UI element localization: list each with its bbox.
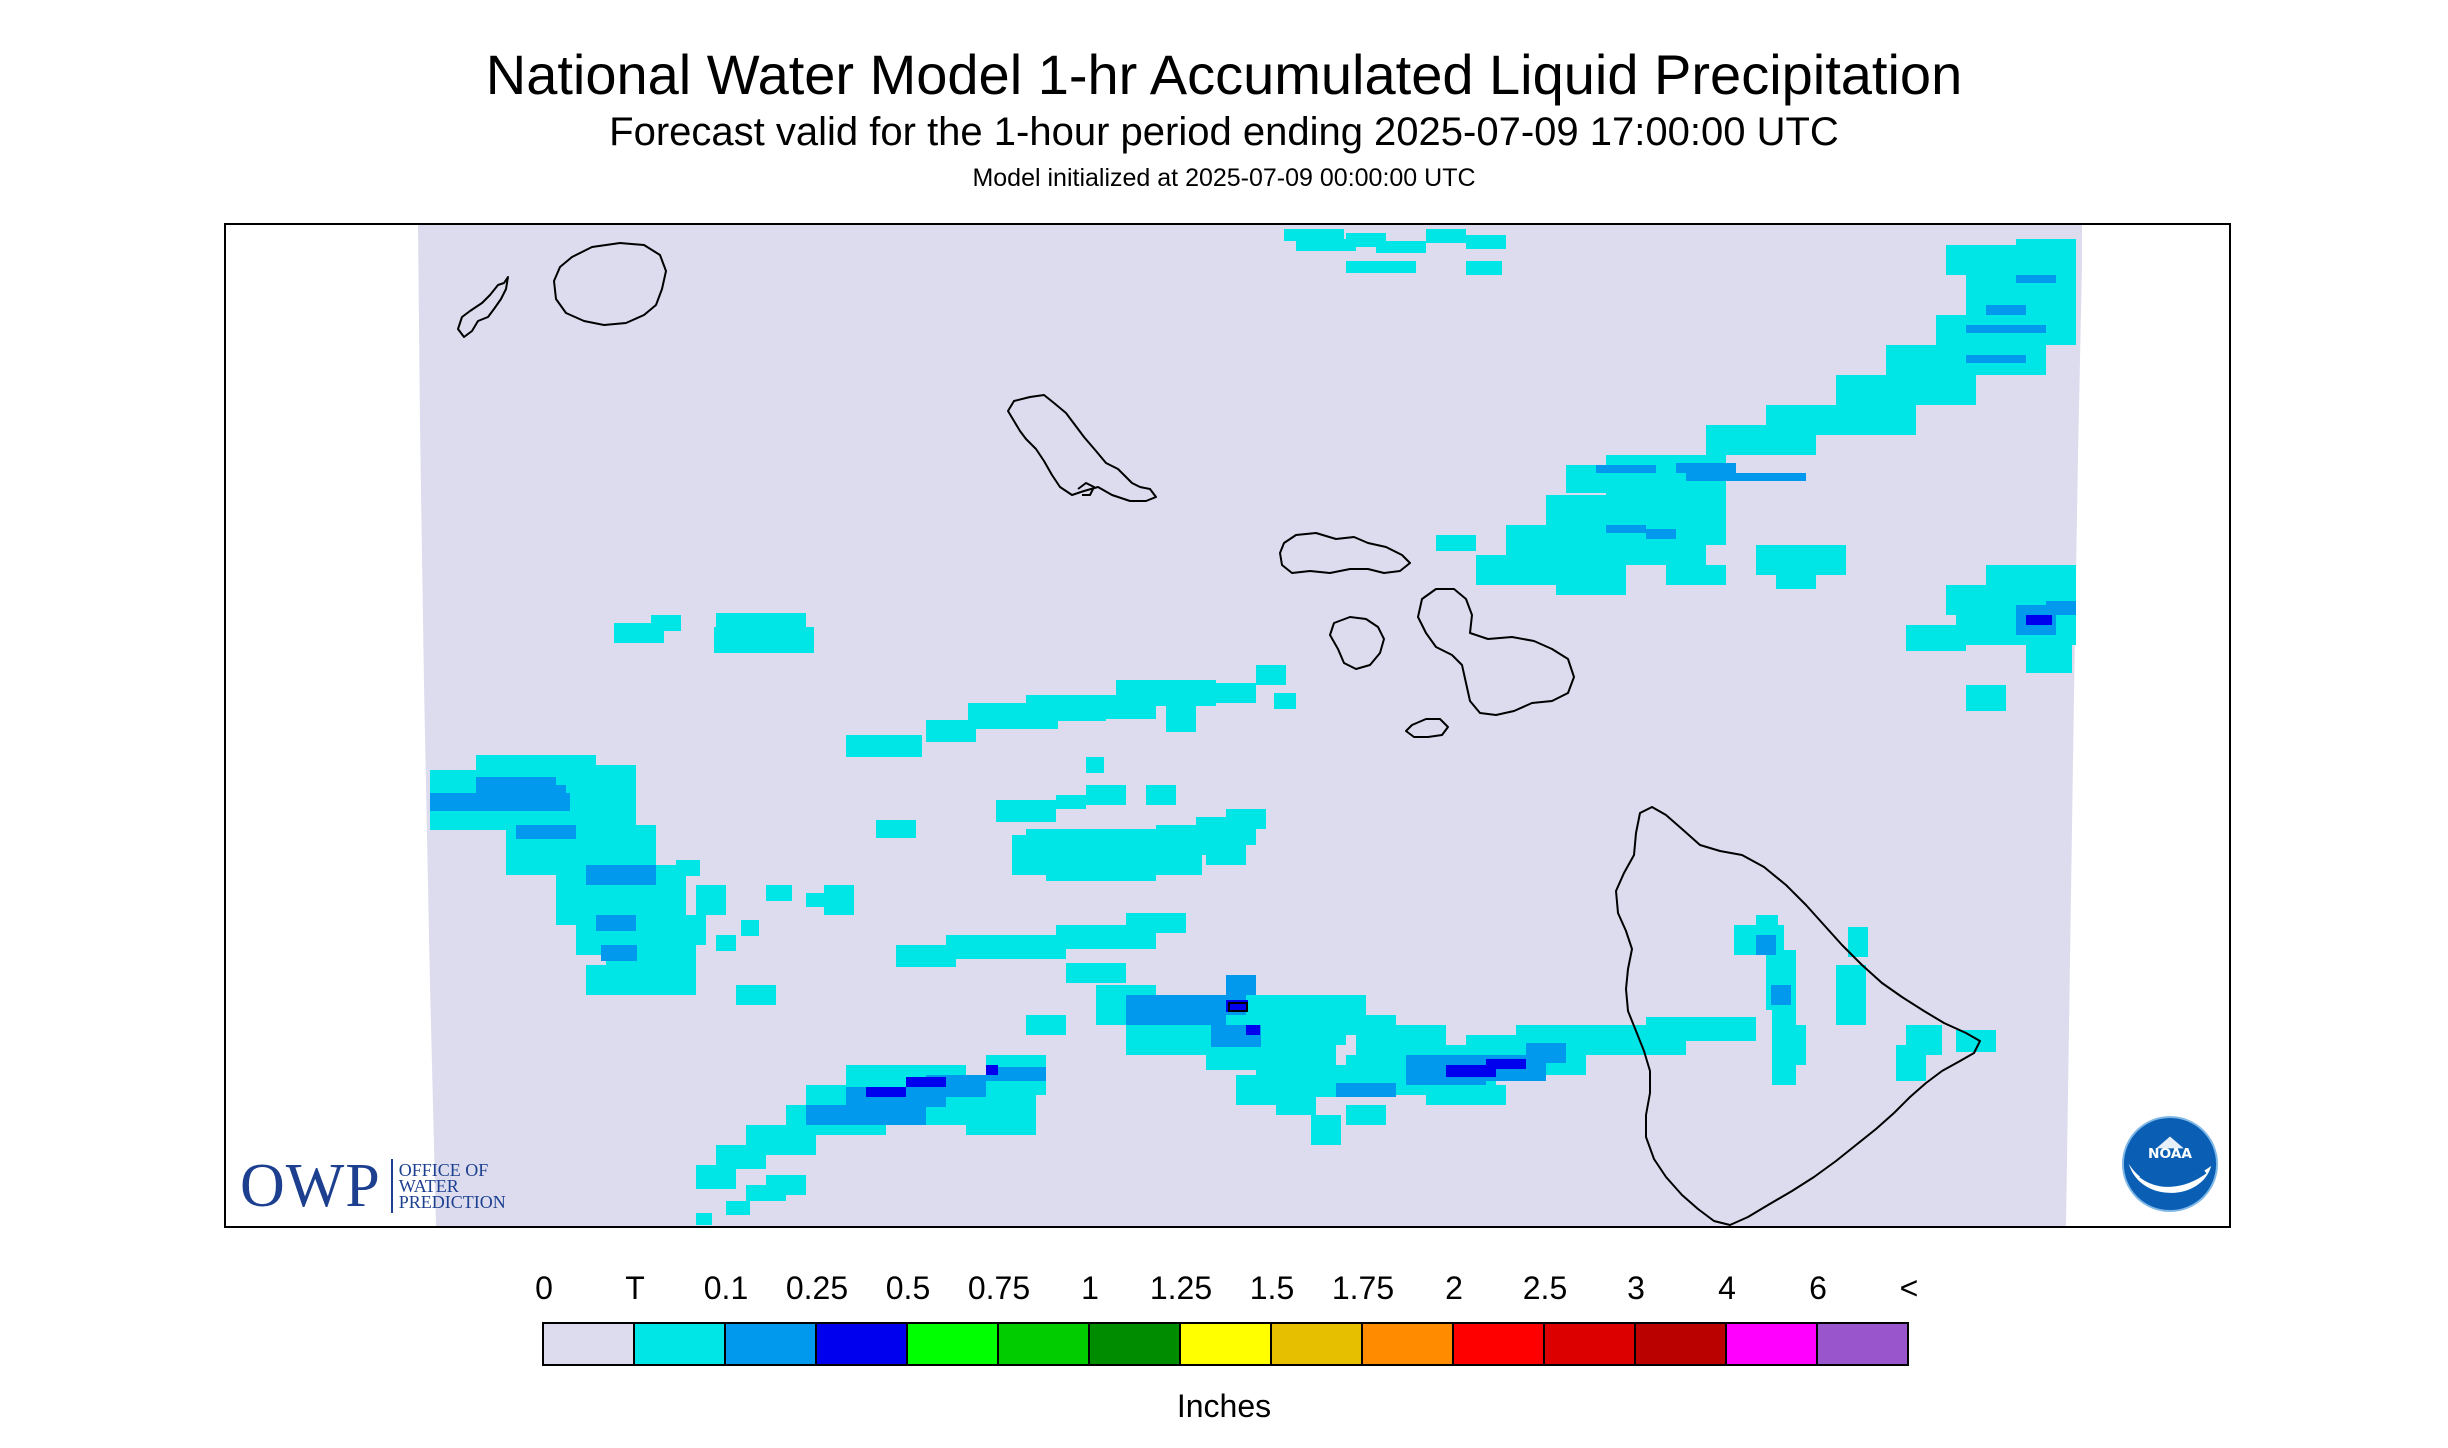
precip-0.25 [866, 615, 2052, 1097]
legend-swatch [1727, 1324, 1818, 1364]
legend-label: 1.75 [1331, 1270, 1395, 1306]
legend-label: T [625, 1270, 645, 1306]
island-molokai [1279, 532, 1411, 574]
legend-label: 3 [1627, 1270, 1645, 1306]
legend-label: < [1899, 1270, 1919, 1306]
precip-0.5-core [1228, 1002, 1248, 1012]
legend-label: 6 [1809, 1270, 1827, 1306]
owp-logo: OWP OFFICE OF WATER PREDICTION [240, 1152, 506, 1220]
legend-swatch [1636, 1324, 1727, 1364]
legend-swatch [1454, 1324, 1545, 1364]
legend-swatch [1090, 1324, 1181, 1364]
legend-labels: 0 T 0.1 0.25 0.5 0.75 1 1.25 1.5 1.75 2 2.5 3 4 6 < [0, 1270, 2448, 1310]
legend-label: 0 [535, 1270, 553, 1306]
coastlines [457, 242, 1981, 1226]
legend-swatch [726, 1324, 817, 1364]
owp-logo-line-1: OFFICE OF [398, 1160, 489, 1180]
owp-logo-divider [390, 1159, 393, 1213]
legend-swatch [635, 1324, 726, 1364]
legend-swatch [544, 1324, 635, 1364]
legend-swatch [1818, 1324, 1907, 1364]
legend-label: 0.25 [785, 1270, 849, 1306]
legend-units: Inches [1176, 1388, 1272, 1424]
map-title: National Water Model 1-hr Accumulated Li… [485, 43, 1963, 106]
island-oahu [1007, 394, 1157, 502]
noaa-logo: NOAA [2121, 1115, 2219, 1213]
forecast-valid-subtitle: Forecast valid for the 1-hour period end… [609, 110, 1839, 154]
map-canvas [418, 225, 2082, 1226]
owp-logo-letters: OWP [240, 1151, 381, 1220]
legend-label: 0.75 [967, 1270, 1031, 1306]
island-kauai [553, 242, 667, 326]
owp-logo-line-2: WATER [398, 1176, 459, 1196]
model-init-caption: Model initialized at 2025-07-09 00:00:00… [972, 164, 1476, 192]
owp-logo-text: OFFICE OF WATER PREDICTION [398, 1160, 506, 1212]
legend-swatch [1545, 1324, 1636, 1364]
owp-logo-line-3: PREDICTION [398, 1192, 506, 1212]
island-niihau [457, 276, 509, 338]
legend-label: 1.25 [1149, 1270, 1213, 1306]
legend-label: 2 [1445, 1270, 1463, 1306]
legend-swatch [1272, 1324, 1363, 1364]
legend-label: 0.5 [885, 1270, 931, 1306]
noaa-logo-text: NOAA [2148, 1146, 2192, 1162]
legend-label: 2.5 [1522, 1270, 1568, 1306]
island-kahoolawe [1405, 718, 1449, 738]
island-lanai [1329, 616, 1385, 670]
legend-color-bar [542, 1322, 1909, 1366]
legend-swatch [908, 1324, 999, 1364]
legend-swatch [817, 1324, 908, 1364]
legend-label: 0.1 [703, 1270, 749, 1306]
island-maui [1417, 588, 1575, 716]
legend-label: 1 [1081, 1270, 1099, 1306]
island-hawaii [1615, 806, 1981, 1226]
precip-0.1 [430, 275, 2076, 1125]
legend-swatch [1363, 1324, 1454, 1364]
legend-swatch [999, 1324, 1090, 1364]
legend-label: 4 [1718, 1270, 1736, 1306]
legend-label: 1.5 [1249, 1270, 1295, 1306]
legend-swatch [1181, 1324, 1272, 1364]
precipitation-map: OWP OFFICE OF WATER PREDICTION NOAA [224, 223, 2231, 1228]
